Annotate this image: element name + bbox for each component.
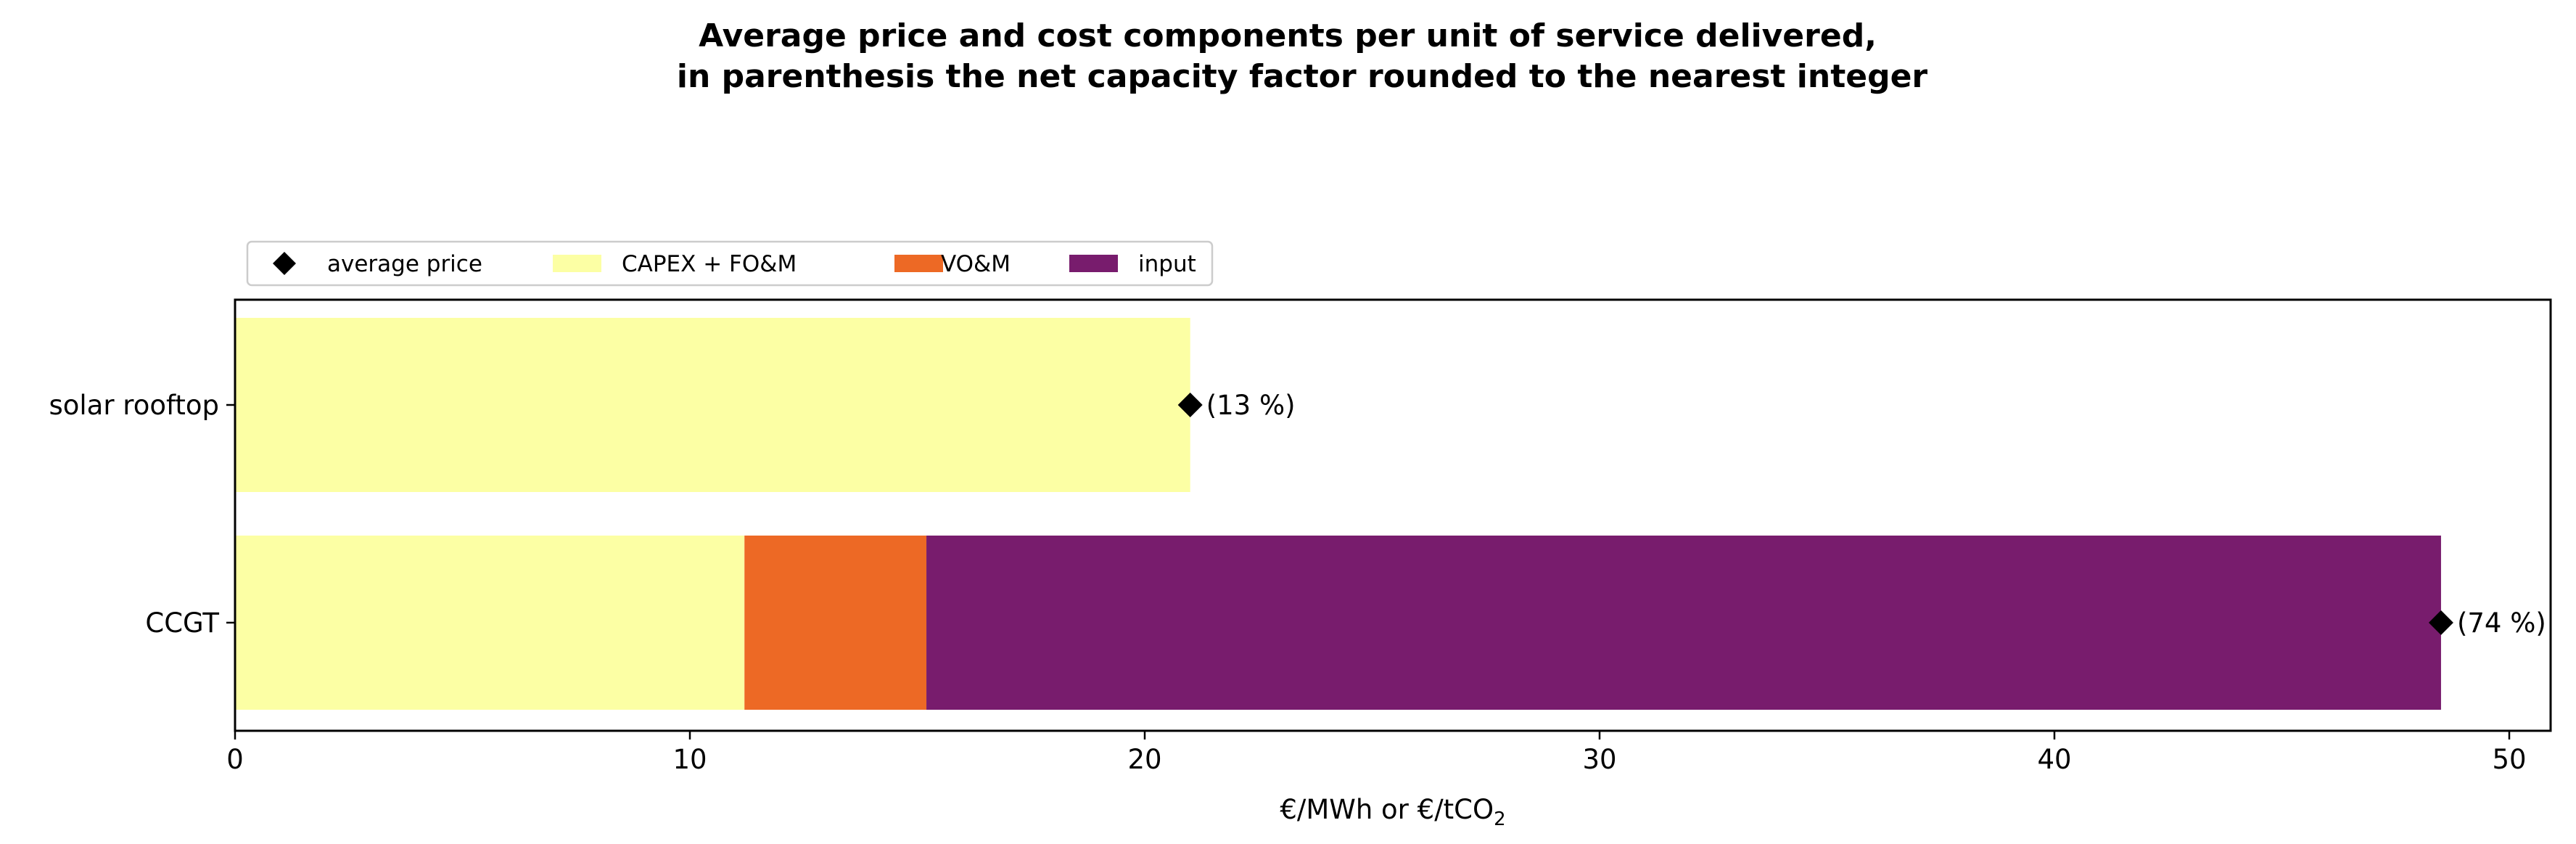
x-axis-label: €/MWh or €/tCO2 — [1280, 794, 1505, 830]
bar-0-0 — [235, 318, 1190, 492]
chart-title-line-1: Average price and cost components per un… — [699, 17, 1877, 54]
legend-label: VO&M — [941, 251, 1011, 277]
legend-swatch — [1069, 255, 1118, 272]
axes: 0 10 20 30 40 50 solar rooftop CCGT — [49, 298, 2552, 775]
average-price-marker — [1177, 393, 1203, 417]
y-tick-label: solar rooftop — [49, 390, 219, 421]
y-tick-label: CCGT — [145, 607, 219, 639]
legend-label: input — [1138, 251, 1196, 277]
legend-label: CAPEX + FO&M — [622, 251, 797, 277]
x-tick-label: 0 — [226, 744, 244, 775]
bar-1-0 — [235, 536, 745, 710]
x-tick-label: 20 — [1127, 744, 1161, 775]
bars — [235, 318, 2441, 710]
legend-swatch — [553, 255, 601, 272]
x-axis-label-subscript: 2 — [1494, 808, 1506, 830]
x-tick-label: 10 — [672, 744, 707, 775]
legend-marker-average-price — [273, 252, 296, 275]
legend: average price CAPEX + FO&M VO&M input — [246, 240, 1214, 287]
x-tick-label: 40 — [2037, 744, 2071, 775]
legend-label-average-price: average price — [327, 251, 482, 277]
x-axis-label-main: €/MWh or €/tCO — [1280, 794, 1494, 825]
chart-title-line-2: in parenthesis the net capacity factor r… — [677, 58, 1928, 95]
capacity-factor-label: (74 %) — [2457, 607, 2546, 639]
average-price-markers: (13 %) (74 %) — [1177, 390, 2546, 639]
x-tick-label: 30 — [1582, 744, 1616, 775]
average-price-marker — [2428, 610, 2453, 635]
capacity-factor-label: (13 %) — [1206, 390, 1296, 421]
bar-1-2 — [926, 536, 2441, 710]
x-tick-label: 50 — [2492, 744, 2526, 775]
legend-swatch — [894, 255, 943, 272]
plot-frame — [234, 298, 2552, 732]
legend-box — [246, 240, 1214, 287]
bar-1-1 — [744, 536, 927, 710]
